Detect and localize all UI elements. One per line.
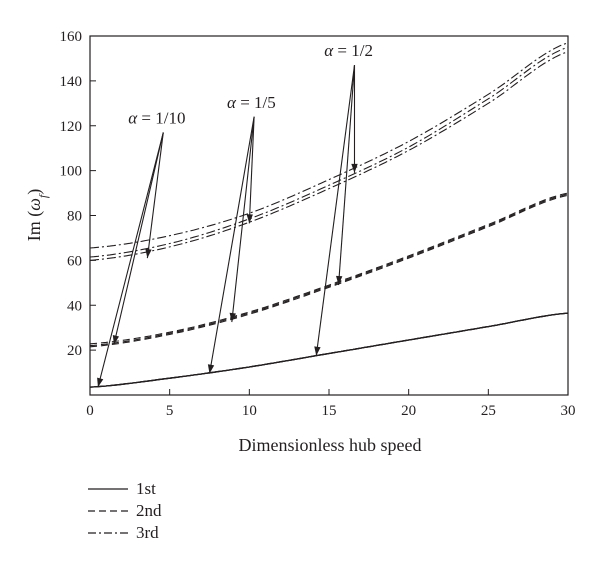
annotation-arrowhead [145,248,152,259]
y-axis-title-omega: ω [24,198,44,211]
annotation-arrowhead [246,214,253,224]
series-3rd-dashdot-line [89,42,569,249]
annotation-arrow-line [231,116,255,323]
series-1st-solid-line [89,312,569,388]
chart: 0 5 10 15 20 25 30 20 40 60 80 100 120 140 160 α = 1/… [24,29,576,455]
y-tick-label: 80 [67,209,82,225]
x-axis-title: Dimensionless hub speed [239,435,422,455]
series-3rd-dashdot-line [89,51,569,261]
annotation-arrowhead [314,346,321,356]
legend-label-1st: 1st [136,479,156,498]
series-2nd-dashed-line [89,193,569,347]
y-tick-label: 40 [67,298,82,314]
x-tick-label: 5 [166,403,174,419]
series-1st-solid-line [89,312,569,388]
y-axis-title-main: Im ( [24,211,45,242]
annotation-1: α = 1/10 [97,109,185,388]
x-tick-label: 30 [561,403,576,419]
annotation-arrowhead [112,335,120,345]
legend-label-3rd: 3rd [136,523,159,542]
y-tick-label: 60 [67,253,82,269]
annotation-arrowhead [351,163,358,173]
annotation-arrow-line [113,132,164,345]
series-1st-solid-line [89,312,569,388]
y-tick-label: 160 [60,29,83,45]
y-axis-title: Im (ωf) [24,189,50,242]
annotation-arrowhead [336,275,343,286]
legend-item-3rd: 3rd [88,522,288,544]
annotation-arrow-line [146,132,164,259]
legend-item-1st: 1st [88,478,288,500]
y-tick-label: 120 [60,119,83,135]
x-tick-label: 15 [322,403,337,419]
annotation-arrowhead [229,312,236,323]
legend-item-2nd: 2nd [88,500,288,522]
y-tick-label: 100 [60,164,83,180]
annotation-arrow-line [97,132,164,388]
x-tick-label: 25 [481,403,496,419]
y-axis-title-close: ) [24,189,45,195]
annotation-arrowhead [97,377,104,388]
plot-area [89,35,569,396]
annotation-label: α = 1/10 [128,109,185,128]
annotation-label: α = 1/2 [324,41,373,60]
annotation-arrow-line [248,116,255,224]
annotation-arrowhead [207,364,215,374]
legend-label-2nd: 2nd [136,501,162,520]
y-axis-title-sub: f [36,193,50,198]
annotation-arrow-line [208,116,255,374]
annotation-layer: α = 1/10 α = 1/5 α = 1/2 [97,41,373,388]
legend: 1st 2nd 3rd [88,478,288,544]
series-2nd-dashed-line [89,194,569,348]
x-tick-label: 20 [401,403,416,419]
x-tick-label: 10 [242,403,257,419]
series-2nd-dashed-line [89,192,569,345]
annotation-3: α = 1/2 [314,41,373,356]
annotation-arrow-line [315,65,356,356]
y-tick-label: 140 [60,74,83,90]
series-layer [89,42,569,388]
x-tick-label: 0 [86,403,94,419]
x-axis: 0 5 10 15 20 25 30 [86,389,576,419]
plot-frame [89,35,569,396]
series-3rd-dashdot-line [89,46,569,258]
y-tick-label: 20 [67,343,82,359]
annotation-label: α = 1/5 [227,93,276,112]
annotation-arrow-line [338,65,356,286]
annotation-2: α = 1/5 [207,93,276,374]
